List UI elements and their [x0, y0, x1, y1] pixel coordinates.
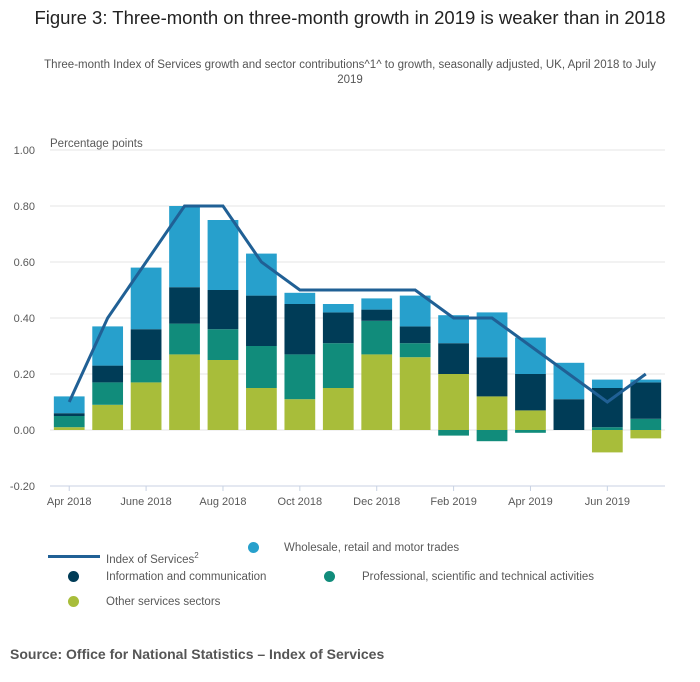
bar-segment-other	[169, 354, 200, 430]
legend-item-other[interactable]: Other services sectors	[68, 596, 220, 608]
bar-segment-professional	[591, 427, 623, 430]
dot-icon	[248, 542, 259, 553]
y-tick-label: -0.20	[10, 481, 35, 493]
bar-segment-professional	[53, 416, 85, 428]
bar-segment-other	[322, 388, 354, 430]
bar-segment-wholesale	[53, 396, 85, 414]
bar-segment-professional	[476, 430, 508, 442]
legend-item-index-of-services[interactable]: Index of Services2	[48, 547, 199, 566]
bar-segment-professional	[246, 346, 277, 388]
bar-segment-other	[130, 382, 162, 430]
bar-segment-other	[361, 354, 393, 430]
bar-segment-other	[438, 374, 469, 430]
bar-segment-professional	[284, 354, 316, 400]
y-axis-title: Percentage points	[50, 138, 143, 150]
bar-segment-information	[130, 329, 162, 360]
x-tick-label: Apr 2019	[508, 496, 553, 508]
y-tick-label: 1.00	[14, 145, 35, 157]
bar-segment-wholesale	[92, 326, 124, 366]
bar-segment-other	[591, 430, 623, 453]
bar-segment-professional	[399, 343, 431, 358]
bar-segment-wholesale	[591, 379, 623, 388]
bars	[53, 206, 662, 453]
bar-segment-information	[284, 304, 316, 355]
bar-segment-information	[322, 312, 354, 344]
dot-icon	[68, 596, 79, 607]
bar-segment-wholesale	[284, 292, 316, 304]
bar-segment-professional	[438, 430, 469, 436]
bar-segment-information	[630, 382, 662, 419]
bar-segment-other	[53, 427, 85, 430]
chart-plot: -0.20 0.00 0.20 0.40 0.60 0.80 1.00 Percentage…	[10, 138, 665, 508]
y-tick-label: 0.80	[14, 201, 35, 213]
x-tick-label: Aug 2018	[199, 496, 246, 508]
line-swatch-icon	[48, 554, 100, 558]
x-tick-label: Feb 2019	[430, 496, 476, 508]
bar-segment-information	[169, 287, 200, 324]
index-of-services-line	[67, 204, 647, 404]
legend-item-wholesale[interactable]: Wholesale, retail and motor trades	[248, 542, 459, 554]
bar-segment-information	[438, 343, 469, 374]
bar-segment-information	[553, 399, 585, 430]
bar-segment-information	[92, 365, 124, 383]
source-note: Source: Office for National Statistics –…	[10, 646, 385, 662]
legend-label: Wholesale, retail and motor trades	[284, 541, 460, 554]
bar-segment-wholesale	[361, 298, 393, 310]
bar-segment-wholesale	[476, 312, 508, 358]
bar-segment-wholesale	[169, 206, 200, 288]
chart-title: Figure 3: Three-month on three-month gro…	[34, 7, 666, 28]
y-tick-label: 0.00	[14, 425, 35, 437]
bar-segment-professional	[130, 360, 162, 383]
bar-segment-information	[515, 374, 546, 411]
dot-icon	[68, 571, 79, 582]
legend-label: Professional, scientific and technical a…	[362, 570, 595, 583]
bar-segment-professional	[169, 323, 200, 355]
bar-segment-other	[476, 396, 508, 430]
y-tick-label: 0.60	[14, 257, 35, 269]
bar-segment-other	[399, 357, 431, 430]
bar-segment-professional	[207, 329, 239, 360]
bar-segment-professional	[361, 320, 393, 355]
bar-segment-information	[53, 413, 85, 416]
bar-segment-wholesale	[630, 379, 662, 383]
legend-item-professional[interactable]: Professional, scientific and technical a…	[324, 571, 594, 583]
bar-segment-wholesale	[438, 315, 469, 344]
bar-segment-other	[515, 410, 546, 430]
bar-segment-other	[284, 399, 316, 430]
x-tick-label: June 2018	[120, 496, 171, 508]
bar-segment-other	[92, 404, 124, 430]
chart-subtitle: Three-month Index of Services growth and…	[44, 59, 656, 86]
x-axis: Apr 2018 June 2018 Aug 2018 Oct 2018 Dec 201…	[47, 485, 665, 508]
bar-segment-wholesale	[515, 337, 546, 374]
legend-footnote: 2	[194, 551, 199, 560]
x-tick-label: Jun 2019	[585, 496, 630, 508]
bar-segment-information	[207, 290, 239, 330]
bar-segment-information	[476, 357, 508, 397]
bar-segment-professional	[630, 418, 662, 430]
bar-segment-other	[207, 360, 239, 430]
bar-segment-other	[630, 430, 662, 439]
legend-label: Index of Services	[106, 553, 195, 566]
y-tick-label: 0.40	[14, 313, 35, 325]
bar-segment-wholesale	[322, 304, 354, 313]
bar-segment-other	[246, 388, 277, 430]
bar-segment-wholesale	[399, 295, 431, 327]
x-tick-label: Apr 2018	[47, 496, 92, 508]
line-series	[67, 204, 647, 404]
bar-segment-wholesale	[207, 220, 239, 290]
bar-segment-information	[246, 295, 277, 346]
y-axis-labels: -0.20 0.00 0.20 0.40 0.60 0.80 1.00	[10, 145, 35, 493]
dot-icon	[324, 571, 335, 582]
bar-segment-professional	[515, 430, 546, 433]
x-tick-label: Dec 2018	[353, 496, 400, 508]
legend-item-information[interactable]: Information and communication	[68, 571, 266, 583]
bar-segment-information	[399, 326, 431, 344]
legend-label: Other services sectors	[106, 595, 221, 608]
legend-label: Information and communication	[106, 570, 267, 583]
bar-segment-information	[361, 309, 393, 321]
x-tick-label: Oct 2018	[278, 496, 323, 508]
bar-segment-professional	[322, 343, 354, 388]
y-tick-label: 0.20	[14, 369, 35, 381]
bar-segment-professional	[92, 382, 124, 405]
